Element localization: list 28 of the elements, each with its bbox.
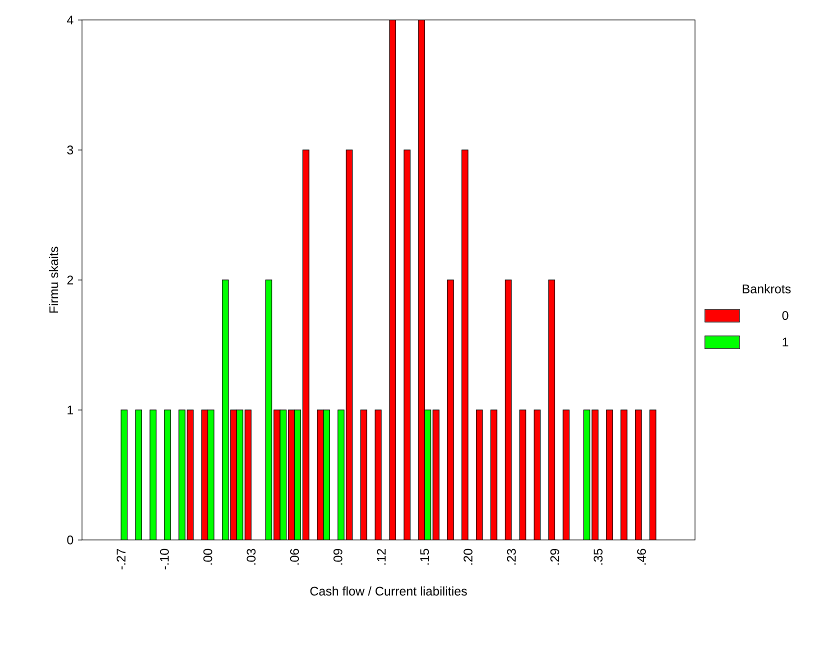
x-tick-label: .35: [594, 548, 603, 565]
bar: [164, 410, 171, 540]
x-tick-label: .20: [464, 548, 472, 565]
x-tick-label: .15: [420, 548, 430, 565]
x-axis-title: Cash flow / Current liabilities: [310, 586, 467, 596]
text: 1: [782, 338, 788, 346]
y-tick-label: 0: [67, 536, 74, 544]
y-tick-label: 3: [67, 146, 74, 154]
x-tick-label: .46: [637, 548, 646, 565]
x-tick-label: .03: [246, 548, 256, 565]
text: 0: [782, 311, 788, 320]
x-tick-label: .29: [550, 548, 560, 565]
bar: [274, 410, 280, 540]
y-tick-label: 2: [67, 276, 74, 284]
bar: [338, 410, 344, 540]
x-tick-label: .12: [376, 548, 386, 565]
x-tick-label: .00: [203, 548, 212, 565]
x-tick-label: .06: [290, 548, 299, 565]
x-tick-label: .23: [506, 548, 516, 565]
legend-title: Bankrots: [742, 284, 791, 294]
y-tick-label: 1: [68, 406, 74, 414]
x-tick-label: -.27: [116, 548, 126, 570]
bar: [432, 410, 440, 540]
x-tick-label: .09: [333, 548, 342, 565]
y-tick-label: 4: [66, 16, 74, 24]
y-axis-title: Firmu skaits: [48, 246, 58, 313]
x-tick-label: -.10: [160, 548, 169, 570]
bar: [606, 410, 613, 540]
